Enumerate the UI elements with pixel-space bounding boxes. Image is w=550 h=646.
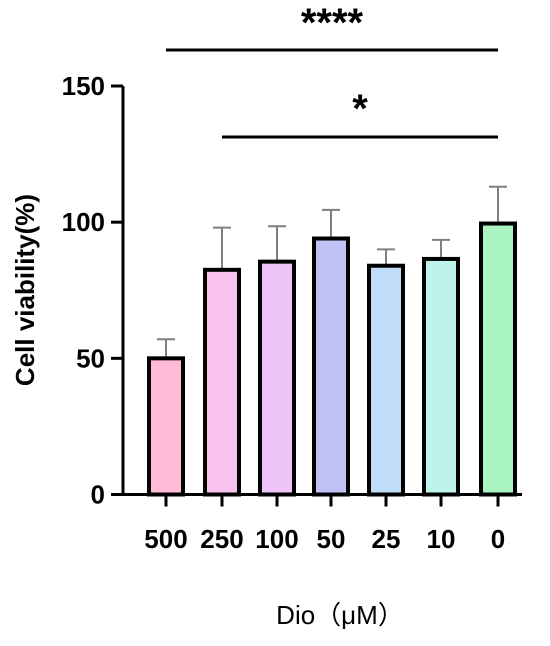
y-tick-label: 0: [91, 480, 105, 510]
x-tick-label: 10: [427, 524, 456, 554]
y-tick-label: 50: [76, 343, 105, 373]
y-axis-label: Cell viability(%): [10, 194, 40, 386]
bar-0: [479, 221, 517, 497]
significance-label: *: [352, 87, 368, 131]
bar-250: [203, 267, 241, 497]
significance-label: ****: [301, 1, 364, 45]
x-tick-label: 250: [200, 524, 243, 554]
x-tick-label: 50: [317, 524, 346, 554]
y-tick-label: 100: [62, 207, 105, 237]
bar-25: [367, 263, 405, 497]
x-tick-label: 0: [491, 524, 505, 554]
x-tick-label: 25: [372, 524, 401, 554]
bar-100: [258, 259, 296, 497]
x-tick-label: 500: [144, 524, 187, 554]
x-tick-label: 100: [255, 524, 298, 554]
x-axis-label: Dio（μM）: [276, 600, 404, 630]
bar-50: [312, 236, 350, 497]
bar-500: [147, 356, 185, 497]
bar-10: [422, 256, 460, 497]
y-tick-label: 150: [62, 71, 105, 101]
